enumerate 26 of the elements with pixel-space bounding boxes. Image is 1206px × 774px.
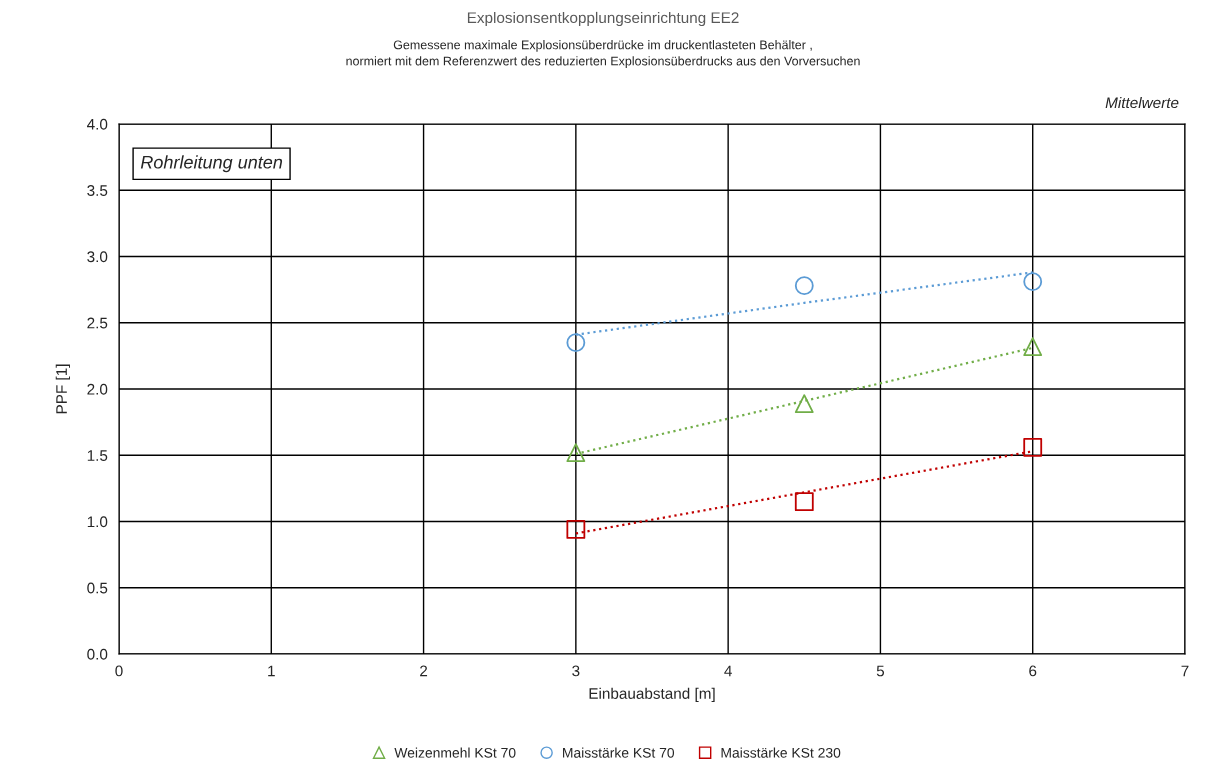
y-tick-label: 2.0 (87, 383, 108, 395)
x-tick-label: 3 (572, 665, 580, 677)
y-tick-label: 3.0 (87, 251, 108, 263)
chart-subtitle: Gemessene maximale Explosionsüberdrücke im druckentlasteten Behälter , normiert mit dem Referenzwert des reduzierten Explosionsüberdrucks aus den Vorversuchen (346, 40, 860, 68)
x-tick-label: 7 (1181, 665, 1189, 677)
y-tick-label: 1.0 (87, 516, 108, 528)
x-tick-label: 5 (876, 665, 885, 677)
text: Mittelwerte (1105, 96, 1179, 109)
y-axis-title: PPF [1] (55, 364, 70, 414)
y-tick-label: 0.0 (87, 648, 108, 660)
x-tick-label: 0 (115, 665, 123, 677)
x-tick-label: 1 (268, 665, 275, 677)
y-tick-label: 0.5 (87, 582, 108, 594)
x-tick-label: 2 (420, 665, 428, 677)
y-tick-label: 1.5 (87, 450, 108, 461)
x-tick-label: 6 (1029, 665, 1037, 677)
legend-label: Maisstärke KSt 230 (721, 747, 841, 758)
x-axis-title: Einbauabstand [m] (589, 687, 715, 702)
chart-title: Explosionsentkopplungseinrichtung EE2 (467, 11, 739, 27)
x-tick-label: 4 (724, 665, 732, 677)
y-tick-label: 2.5 (87, 317, 108, 329)
y-tick-label: 4.0 (87, 118, 108, 130)
y-tick-label: 3.5 (87, 185, 108, 196)
legend-label: Maisstärke KSt 70 (563, 747, 675, 758)
annotation: Rohrleitung unten (140, 155, 283, 173)
legend-label: Weizenmehl KSt 70 (394, 747, 516, 758)
